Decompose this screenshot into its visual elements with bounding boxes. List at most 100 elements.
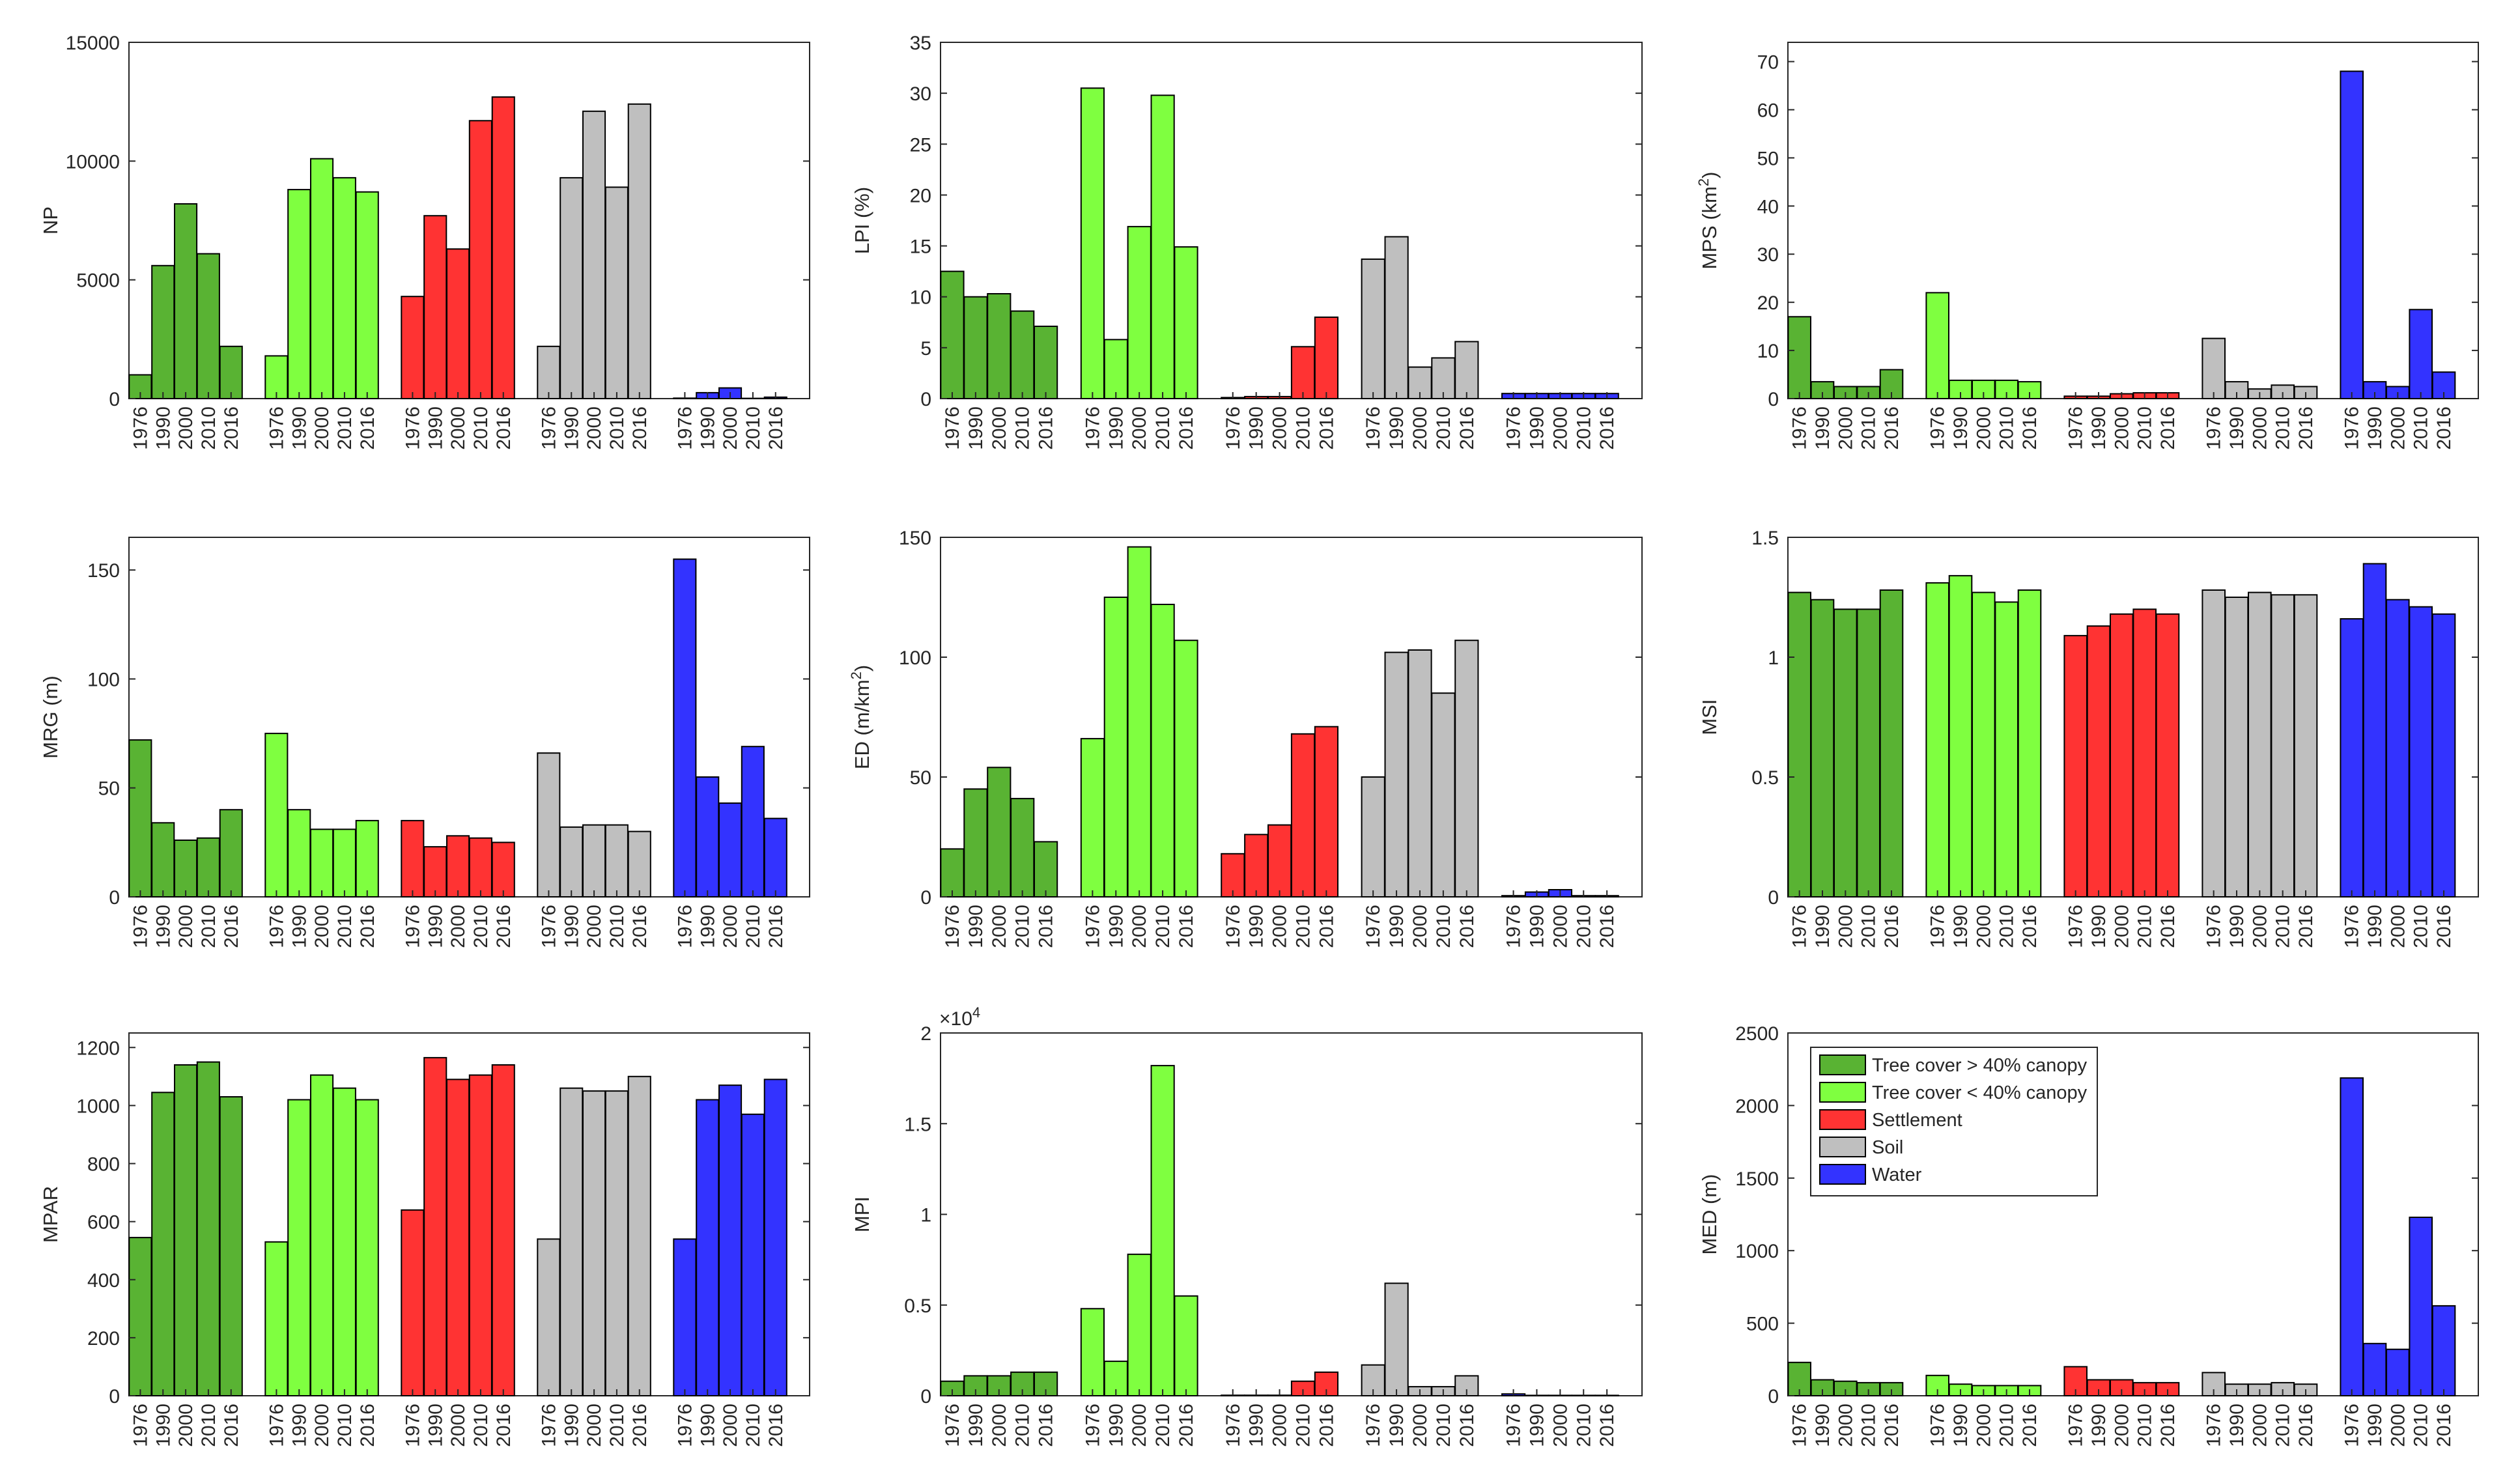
x-tick-label: 2010 (1292, 1404, 1314, 1447)
y-tick-label: 1.5 (904, 1114, 931, 1135)
y-tick-label: 5000 (76, 270, 120, 292)
y-axis-label: LPI (%) (851, 187, 873, 254)
bar-ed-0-1990 (963, 788, 988, 898)
bar-mrg-1-1990 (287, 809, 311, 898)
x-tick-label: 1976 (266, 406, 287, 450)
x-tick-label: 1990 (1526, 406, 1548, 450)
x-tick-label: 2010 (2411, 406, 2432, 450)
x-tick-label: 1990 (2226, 406, 2248, 450)
bar-ed-1-2000 (1127, 546, 1152, 898)
x-tick-label: 1976 (2065, 1404, 2087, 1447)
x-tick-label: 2010 (1996, 905, 2018, 948)
y-tick-label: 1.5 (1751, 528, 1779, 549)
x-tick-label: 2000 (989, 406, 1010, 450)
bar-ed-0-2016 (1034, 841, 1058, 898)
bar-ed-2-1990 (1244, 834, 1269, 898)
x-tick-label: 1990 (965, 1404, 987, 1447)
x-tick-label: 1990 (1386, 905, 1408, 948)
x-tick-label: 2010 (1152, 406, 1174, 450)
bar-mrg-2-2000 (446, 835, 470, 898)
bar-mrg-2-1976 (401, 819, 425, 898)
y-tick-label: 0.5 (1751, 767, 1779, 789)
bar-mps-0-1976 (1787, 316, 1811, 399)
x-tick-label: 2000 (1550, 1404, 1571, 1447)
y-tick-label: 35 (910, 33, 931, 54)
x-tick-label: 1990 (1105, 905, 1127, 948)
x-tick-label: 2000 (1269, 905, 1291, 948)
chart-mpi: 1976 1990 2000 2010 2016 1976 1990 2000 2010 2016… (851, 1004, 1643, 1447)
x-tick-label: 2000 (175, 1404, 197, 1447)
x-tick-label: 1976 (2342, 406, 2363, 450)
y-tick-label: 20 (910, 185, 931, 206)
bar-msi-1-1976 (1925, 582, 1949, 898)
legend-label: Tree cover > 40% canopy (1872, 1055, 2088, 1076)
x-tick-label: 1976 (538, 406, 559, 450)
bar-ed-3-2000 (1408, 649, 1432, 898)
bar-mpar-1-2000 (310, 1074, 334, 1396)
x-tick-label: 2010 (334, 905, 356, 948)
bar-mpar-2-2000 (446, 1079, 470, 1397)
bar-ed-0-2010 (1010, 798, 1035, 898)
x-tick-label: 2000 (2249, 905, 2271, 948)
x-tick-label: 1990 (2226, 1404, 2248, 1447)
legend-swatch (1819, 1164, 1866, 1185)
x-tick-label: 2000 (989, 1404, 1010, 1447)
bar-lpi-2-2016 (1314, 317, 1339, 399)
x-tick-label: 2016 (629, 1404, 651, 1447)
x-tick-label: 2010 (1858, 905, 1880, 948)
y-tick-label: 1000 (1735, 1241, 1779, 1262)
y-axis-label: MSI (1698, 699, 1721, 735)
x-tick-label: 2016 (2157, 406, 2179, 450)
bar-mpar-2-2010 (468, 1074, 492, 1396)
bar-mps-3-1976 (2201, 337, 2226, 399)
x-tick-label: 1976 (402, 1404, 423, 1447)
x-tick-label: 2016 (221, 406, 242, 450)
bar-np-2-2016 (491, 96, 515, 399)
x-tick-label: 1976 (674, 905, 696, 948)
x-tick-label: 2010 (606, 406, 628, 450)
x-tick-label: 2010 (198, 406, 219, 450)
x-tick-label: 2010 (470, 905, 492, 948)
x-tick-label: 2000 (720, 905, 741, 948)
chart-msi: 1976 1990 2000 2010 2016 1976 1990 2000 2010 2016… (1698, 528, 2479, 948)
y-axis-label: NP (39, 206, 62, 234)
x-tick-label: 2016 (493, 406, 515, 450)
bar-mpar-4-1976 (673, 1238, 697, 1397)
x-tick-label: 2010 (2134, 905, 2156, 948)
bar-msi-3-2000 (2248, 591, 2272, 898)
bar-np-2-1976 (401, 296, 425, 400)
bar-mpar-1-1990 (287, 1099, 311, 1396)
bar-mrg-3-2010 (604, 824, 629, 898)
x-tick-label: 2016 (1176, 905, 1197, 948)
y-tick-label: 15 (910, 236, 931, 258)
legend-label: Soil (1872, 1137, 1903, 1158)
bar-mpi-3-1990 (1384, 1282, 1409, 1397)
bar-lpi-1-1976 (1080, 87, 1105, 400)
bar-msi-1-1990 (1948, 574, 1973, 898)
y-tick-label: 50 (1757, 148, 1779, 169)
x-tick-label: 2010 (470, 1404, 492, 1447)
x-tick-label: 1990 (2088, 406, 2110, 450)
x-tick-label: 2010 (198, 1404, 219, 1447)
bar-med-4-2010 (2409, 1217, 2433, 1396)
x-tick-label: 2000 (2387, 406, 2409, 450)
x-tick-label: 2000 (311, 905, 333, 948)
bar-med-4-2000 (2386, 1348, 2410, 1396)
x-tick-label: 2000 (311, 1404, 333, 1447)
x-tick-label: 1976 (2342, 905, 2363, 948)
x-tick-label: 2016 (1316, 406, 1337, 450)
x-tick-label: 2010 (1573, 905, 1594, 948)
bar-mpar-2-1990 (423, 1056, 447, 1396)
bar-mrg-2-2016 (491, 841, 515, 898)
x-tick-label: 1976 (1503, 1404, 1525, 1447)
bar-mpar-0-1976 (128, 1237, 152, 1396)
x-tick-label: 2000 (1973, 406, 1994, 450)
y-tick-label: 30 (910, 83, 931, 105)
x-tick-label: 2016 (1036, 1404, 1057, 1447)
x-tick-label: 1976 (130, 905, 151, 948)
y-tick-label: 40 (1757, 196, 1779, 218)
bar-msi-1-2000 (1972, 591, 1996, 898)
x-tick-label: 1976 (2342, 1404, 2363, 1447)
x-tick-label: 1976 (674, 406, 696, 450)
